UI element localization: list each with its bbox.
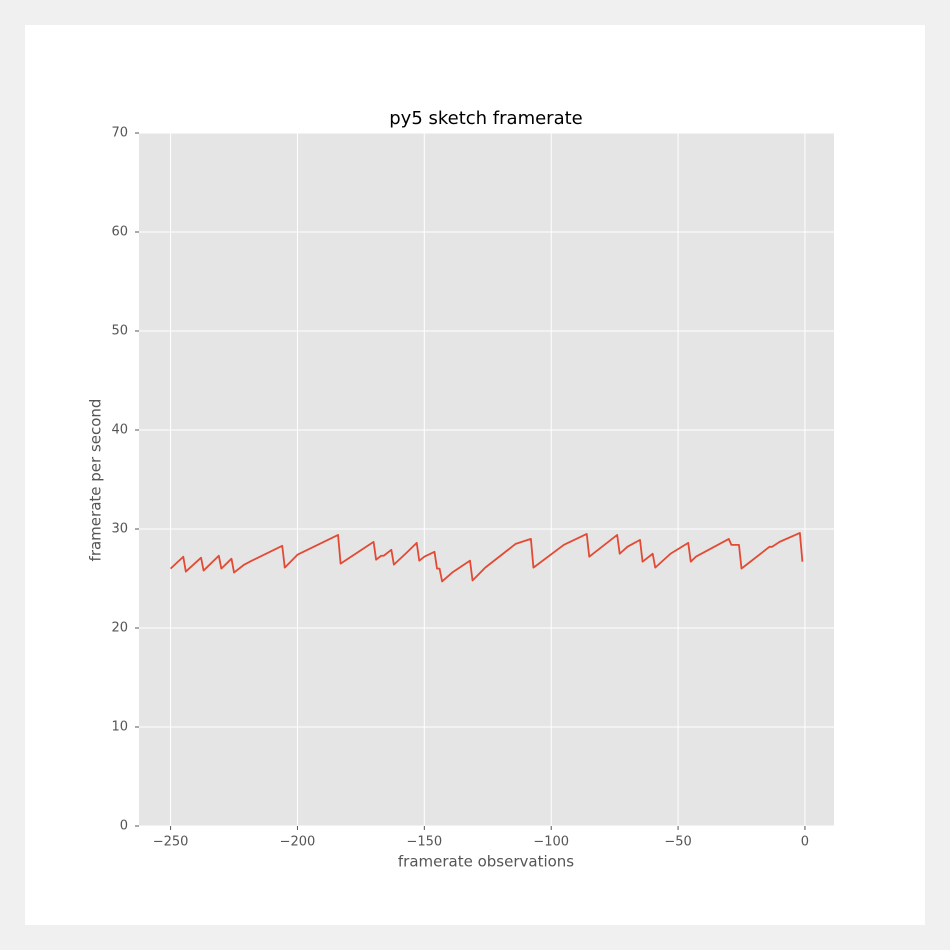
y-tick-label: 40 [111, 423, 128, 438]
x-tick-label: −250 [153, 835, 189, 850]
y-tick-label: 0 [120, 819, 128, 834]
y-tick-label: 50 [111, 324, 128, 339]
y-tick-label: 20 [111, 621, 128, 636]
y-axis-label: framerate per second [87, 399, 105, 562]
y-tick-label: 10 [111, 720, 128, 735]
y-tick-label: 70 [111, 126, 128, 141]
x-tick-label: −150 [406, 835, 442, 850]
x-axis-label: framerate observations [398, 853, 574, 871]
y-tick-label: 30 [111, 522, 128, 537]
chart-title: py5 sketch framerate [389, 108, 583, 129]
x-tick-label: −200 [280, 835, 316, 850]
x-tick-label: 0 [801, 835, 809, 850]
grid [139, 132, 834, 827]
x-tick-label: −50 [664, 835, 691, 850]
y-tick-label: 60 [111, 225, 128, 240]
line-series [169, 532, 804, 583]
x-tick-label: −100 [533, 835, 569, 850]
plot-area [139, 133, 834, 826]
